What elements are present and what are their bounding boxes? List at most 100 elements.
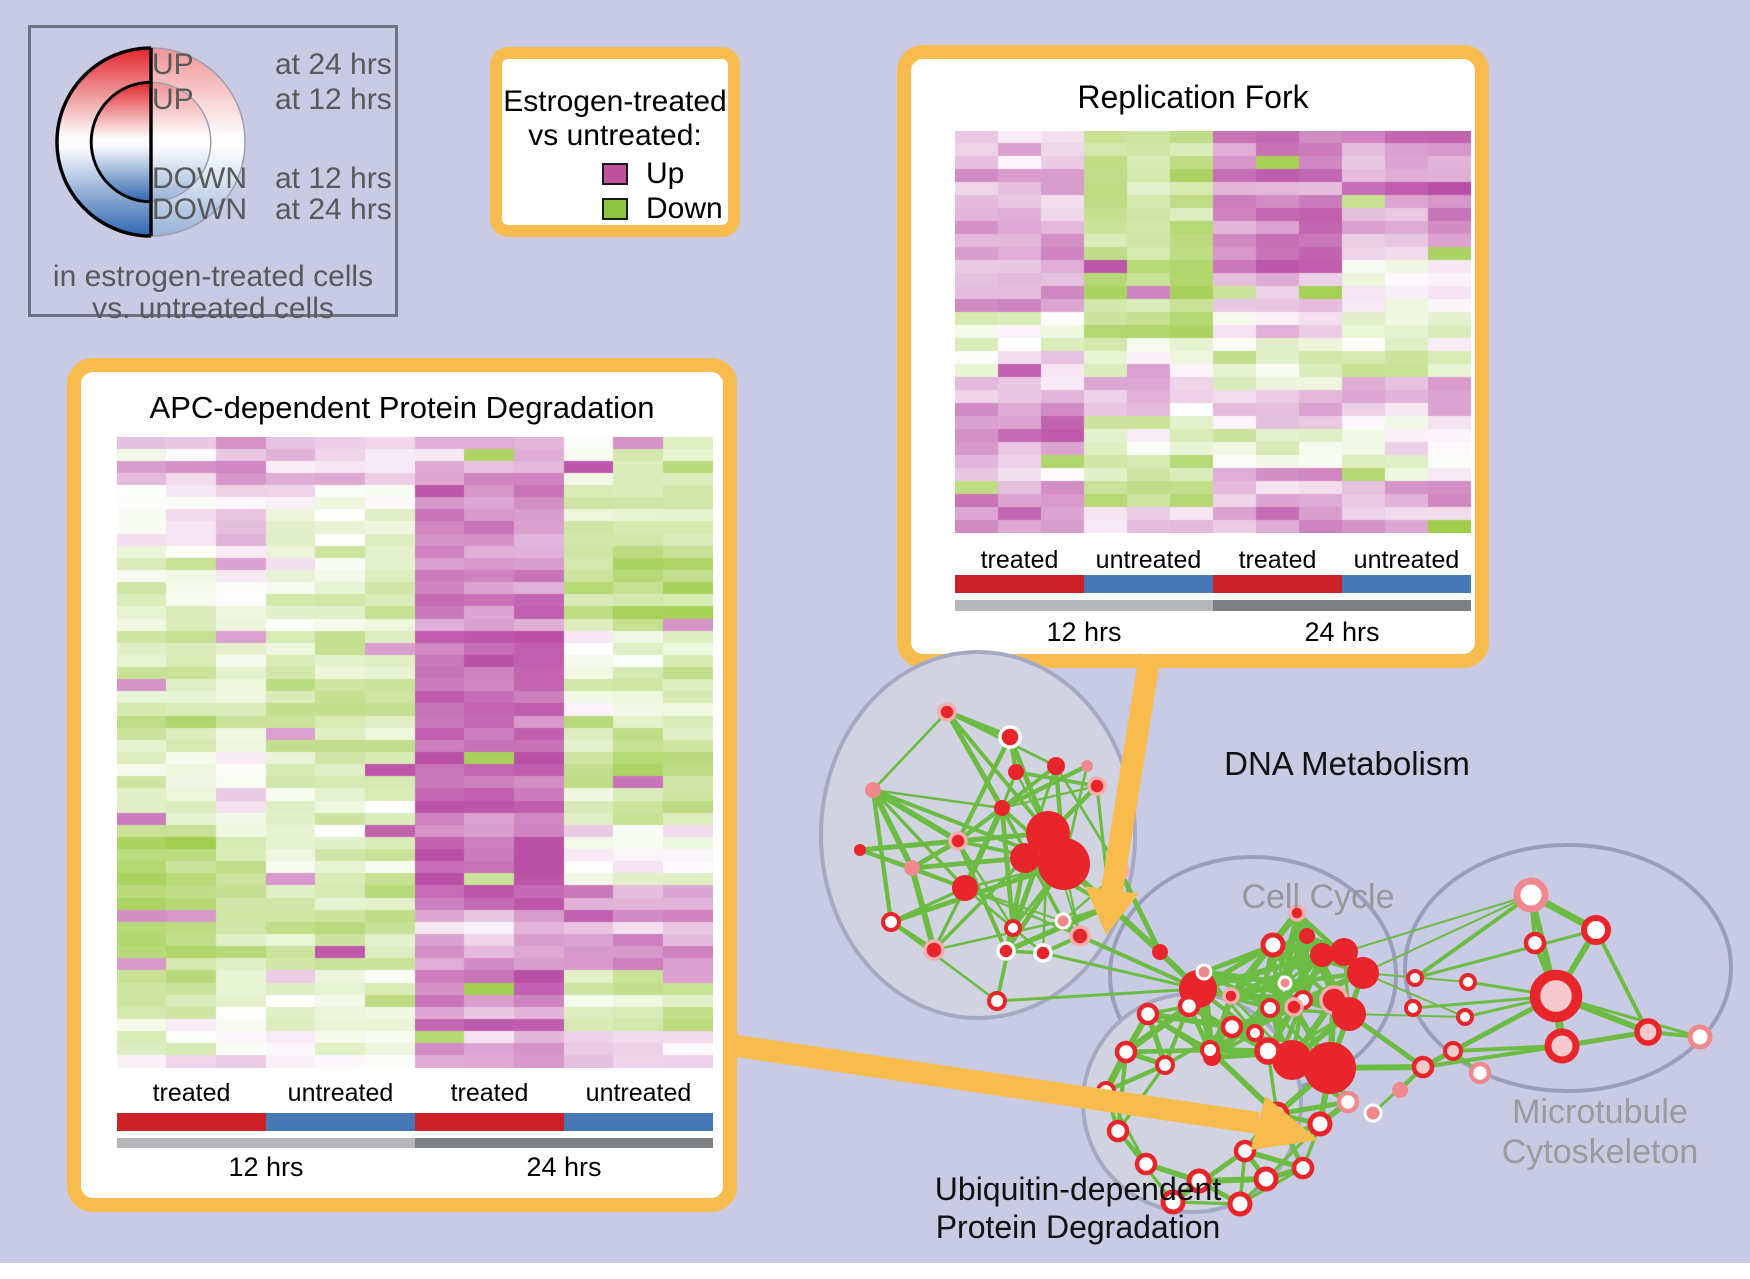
network-node [1581,915,1611,945]
network-edge [1317,1065,1333,1127]
network-edge [857,838,961,853]
network-edge [1282,933,1310,986]
network-edge [1108,904,1200,991]
untreated-bar-segment [1342,575,1471,593]
network-edge [1227,979,1289,1000]
network-edge [1362,972,1469,983]
network-edge [1288,1056,1334,1072]
updown-time-label: at 24 hrs [275,48,392,81]
network-node [1010,843,1040,873]
network-edge [1646,1030,1702,1039]
network-edge [1229,994,1305,1002]
network-edge [1078,934,1200,991]
microtubule-label-line2: Cytoskeleton [1501,1133,1699,1171]
network-edge [1342,950,1351,1016]
group-label: untreated [287,1079,394,1107]
network-edge [1201,969,1288,986]
time-bar-24hrs [415,1138,713,1148]
change-legend-box: Estrogen-treated vs untreated: Up Down [490,47,740,237]
network-node [1456,1008,1474,1026]
network-node [1291,1156,1315,1180]
network-node [1347,957,1379,989]
network-edge [1529,893,1537,945]
updown-time-label: at 24 hrs [275,193,392,226]
cluster-microtubule-cytoskeleton [1403,843,1733,1093]
group-label: treated [152,1079,231,1107]
network-edge [871,788,1004,810]
network-node [1136,1002,1160,1026]
network-edge [963,886,1082,938]
network-edge [1264,1003,1298,1055]
network-edge [870,787,894,925]
network-edge [1202,970,1257,1035]
network-node [1529,969,1583,1023]
network-node [1114,1040,1138,1064]
replication-fork-title: Replication Fork [1077,79,1309,115]
network-edge [1229,953,1324,998]
dna-metabolism-label: DNA Metabolism [1224,745,1470,782]
network-edge [858,848,967,890]
network-edge [944,709,1005,811]
network-edge [1451,1044,1564,1053]
network-node [937,702,957,722]
network-edge [1271,943,1365,975]
network-edge [1000,806,1065,923]
network-node [1179,970,1217,1008]
network-edge [1317,1099,1351,1127]
treated-bar-segment [415,1113,564,1131]
time-bar-24hrs [1213,600,1471,611]
legend-item-up: Up [602,157,684,191]
network-edge [1241,1110,1281,1155]
network-node [1293,990,1313,1010]
group-label: untreated [1095,546,1202,574]
network-edge [1046,831,1066,866]
network-node [923,939,945,961]
network-edge [1532,940,1559,999]
network-edge [1107,868,1123,909]
network-edge [1463,994,1558,1019]
ubiquitin-label-line2: Protein Degradation [935,1209,1221,1245]
network-edge [1062,764,1089,866]
network-node [1336,1090,1360,1114]
network-edge [1228,1003,1298,1031]
network-node [994,800,1010,816]
network-edge [1281,909,1301,987]
network-edge [955,805,1005,844]
apc-degradation-panel: APC-dependent Protein Degradation treate… [67,358,737,1212]
network-edge [1000,806,1066,866]
network-edge [1095,784,1112,908]
network-edge [1201,969,1306,1003]
network-edge [1196,987,1257,1035]
replication-fork-heatmap [955,131,1471,533]
network-edge [1117,868,1163,955]
updown-legend-box: UP at 24 hrs UP at 12 hrs DOWN at 12 hrs… [28,25,398,325]
network-edge [1195,952,1325,992]
network-node [1069,925,1091,947]
up-color-swatch [602,163,628,185]
network-node [1038,838,1090,890]
network-edge [1162,1003,1192,1068]
network-edge [1271,943,1336,1002]
network-node [952,875,978,901]
network-node [1254,1037,1282,1065]
network-edge [1047,832,1081,937]
annotation-arrow-stem [1101,653,1161,892]
network-edge [1274,1111,1306,1171]
network-edge [1207,1047,1271,1054]
network-edge [963,886,1045,955]
network-edge [956,839,1015,930]
network-edge [995,987,1200,1003]
network-edge [955,830,1051,844]
network-edge [1116,1063,1167,1133]
network-edge [1061,861,1113,909]
network-edge [1274,1111,1323,1127]
network-edge [1253,981,1287,1035]
network-edge [1201,969,1273,1011]
network-edge [1527,891,1600,934]
replication-fork-group-labels: treated untreated treated untreated [955,546,1471,575]
network-edge [1553,993,1651,1035]
network-edge [1023,764,1058,860]
treated-bar-segment [1213,575,1342,593]
network-edge [870,787,915,871]
apc-degradation-heatmap [117,437,713,1068]
